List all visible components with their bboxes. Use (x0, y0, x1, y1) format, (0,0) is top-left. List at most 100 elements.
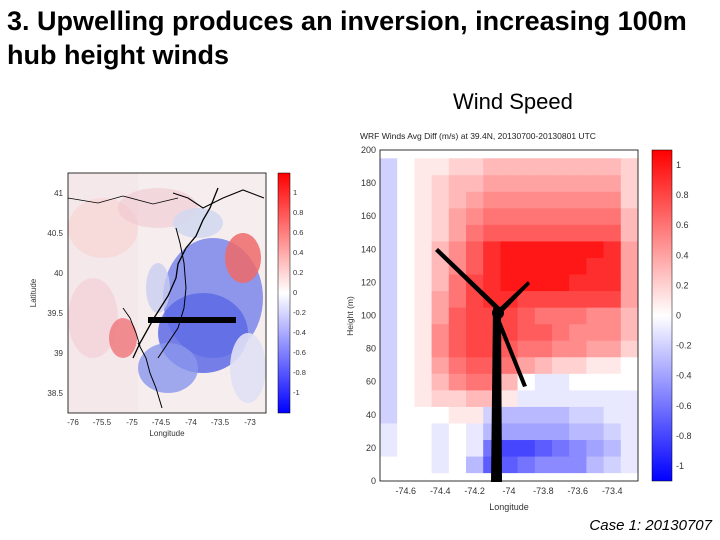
heatmap-cell (603, 373, 622, 391)
map-x-tick: -75.5 (93, 418, 112, 427)
y-tick-label: 160 (361, 211, 376, 221)
heatmap-cell (448, 257, 467, 275)
heatmap-cell (569, 323, 587, 341)
heatmap-cell (448, 290, 467, 308)
heatmap-cell (500, 389, 518, 407)
heatmap-cell (448, 389, 467, 407)
map-colorbar-tick: 0.2 (293, 268, 303, 277)
heatmap-cell (483, 191, 501, 209)
heatmap-cell (569, 340, 587, 358)
heatmap-cell (414, 406, 432, 424)
colorbar-tick-label: 0.8 (676, 190, 689, 200)
heatmap-cell (603, 456, 622, 474)
map-field (68, 173, 266, 413)
heatmap-cell (620, 423, 639, 441)
map-y-tick: 39 (54, 349, 63, 358)
heatmap-cell (552, 406, 570, 424)
heatmap-cell (586, 439, 604, 457)
heatmap-cell (620, 290, 639, 308)
heatmap-cell (552, 356, 570, 374)
heatmap-cell (483, 274, 501, 292)
heatmap-cell (431, 207, 450, 225)
heatmap-cell (380, 207, 398, 225)
heatmap-cell (431, 389, 450, 407)
heatmap-cell (431, 290, 450, 308)
map-y-tick: 39.5 (47, 309, 63, 318)
chart-colorbar-ticks: 1 0.8 0.6 0.4 0.2 0 -0.2 -0.4 -0.6 -0.8 … (676, 160, 692, 471)
heatmap-cell (431, 406, 450, 424)
heatmap-cell (569, 191, 587, 209)
heatmap-cell (448, 373, 467, 391)
heatmap-cell (448, 274, 467, 292)
x-tick-label: -74 (502, 486, 515, 496)
heatmap-cell (517, 191, 536, 209)
heatmap-cell (500, 158, 518, 176)
heatmap-cell (603, 207, 622, 225)
chart-frame (379, 149, 639, 482)
heatmap-cell (500, 224, 518, 242)
heatmap-cell (448, 241, 467, 258)
colorbar-tick-label: 1 (676, 160, 681, 170)
heatmap-cell (552, 158, 570, 176)
heatmap-cell (448, 356, 467, 374)
heatmap-cell (603, 389, 622, 407)
wind-turbine-icon (435, 248, 530, 482)
map-colorbar-ticks: 1 0.8 0.6 0.4 0.2 0 -0.2 -0.4 -0.6 -0.8 … (293, 188, 306, 397)
heatmap-cell (534, 406, 553, 424)
heatmap-cell (603, 340, 622, 358)
heatmap-cell (483, 158, 501, 176)
heatmap-cell (397, 257, 415, 275)
heatmap-cell (397, 456, 415, 474)
x-tick-label: -74.4 (430, 486, 451, 496)
heatmap-cell (603, 158, 622, 176)
heatmap-cell (603, 356, 622, 374)
heatmap-cell (448, 307, 467, 325)
heatmap-cell (466, 207, 484, 225)
heatmap-cell (483, 241, 501, 258)
heatmap-cell (500, 406, 518, 424)
heatmap-cell (552, 191, 570, 209)
y-tick-label: 20 (366, 443, 376, 453)
heatmap-cell (500, 307, 518, 325)
heatmap-cell (380, 241, 398, 258)
map-x-axis-label: Longitude (149, 429, 185, 438)
heatmap-cell (414, 158, 432, 176)
map-y-tick: 40 (54, 269, 63, 278)
heatmap-cell (500, 274, 518, 292)
heatmap-cell (586, 158, 604, 176)
heatmap-cell (466, 406, 484, 424)
heatmap-cell (586, 340, 604, 358)
heatmap-cell (483, 207, 501, 225)
colorbar-tick-label: 0.4 (676, 250, 689, 260)
heatmap-cell (431, 439, 450, 457)
heatmap-cell (397, 356, 415, 374)
heatmap-cell (534, 340, 553, 358)
heatmap-cell (431, 456, 450, 474)
heatmap-cell (500, 241, 518, 258)
heatmap-cell (414, 290, 432, 308)
heatmap-cell (586, 389, 604, 407)
heatmap-cell (569, 307, 587, 325)
heatmap-cell (620, 373, 639, 391)
heatmap-cell (500, 191, 518, 209)
heatmap-cell (397, 307, 415, 325)
heatmap-cell (552, 456, 570, 474)
heatmap-cell (397, 207, 415, 225)
heatmap-cell (448, 323, 467, 341)
heatmap-cell (569, 423, 587, 441)
heatmap-cell (517, 423, 536, 441)
y-tick-label: 80 (366, 344, 376, 354)
heatmap-cell (380, 456, 398, 474)
heatmap-cell (517, 389, 536, 407)
heatmap-cell (500, 423, 518, 441)
heatmap-cell (397, 373, 415, 391)
map-y-tick: 41 (54, 189, 63, 198)
colorbar-tick-label: -0.6 (676, 401, 692, 411)
heatmap-cell (603, 174, 622, 192)
heatmap-cell (397, 191, 415, 209)
x-tick-label: -74.2 (464, 486, 485, 496)
heatmap-cell (569, 406, 587, 424)
heatmap-cell (466, 423, 484, 441)
heatmap-cell (414, 356, 432, 374)
heatmap-cell (517, 257, 536, 275)
